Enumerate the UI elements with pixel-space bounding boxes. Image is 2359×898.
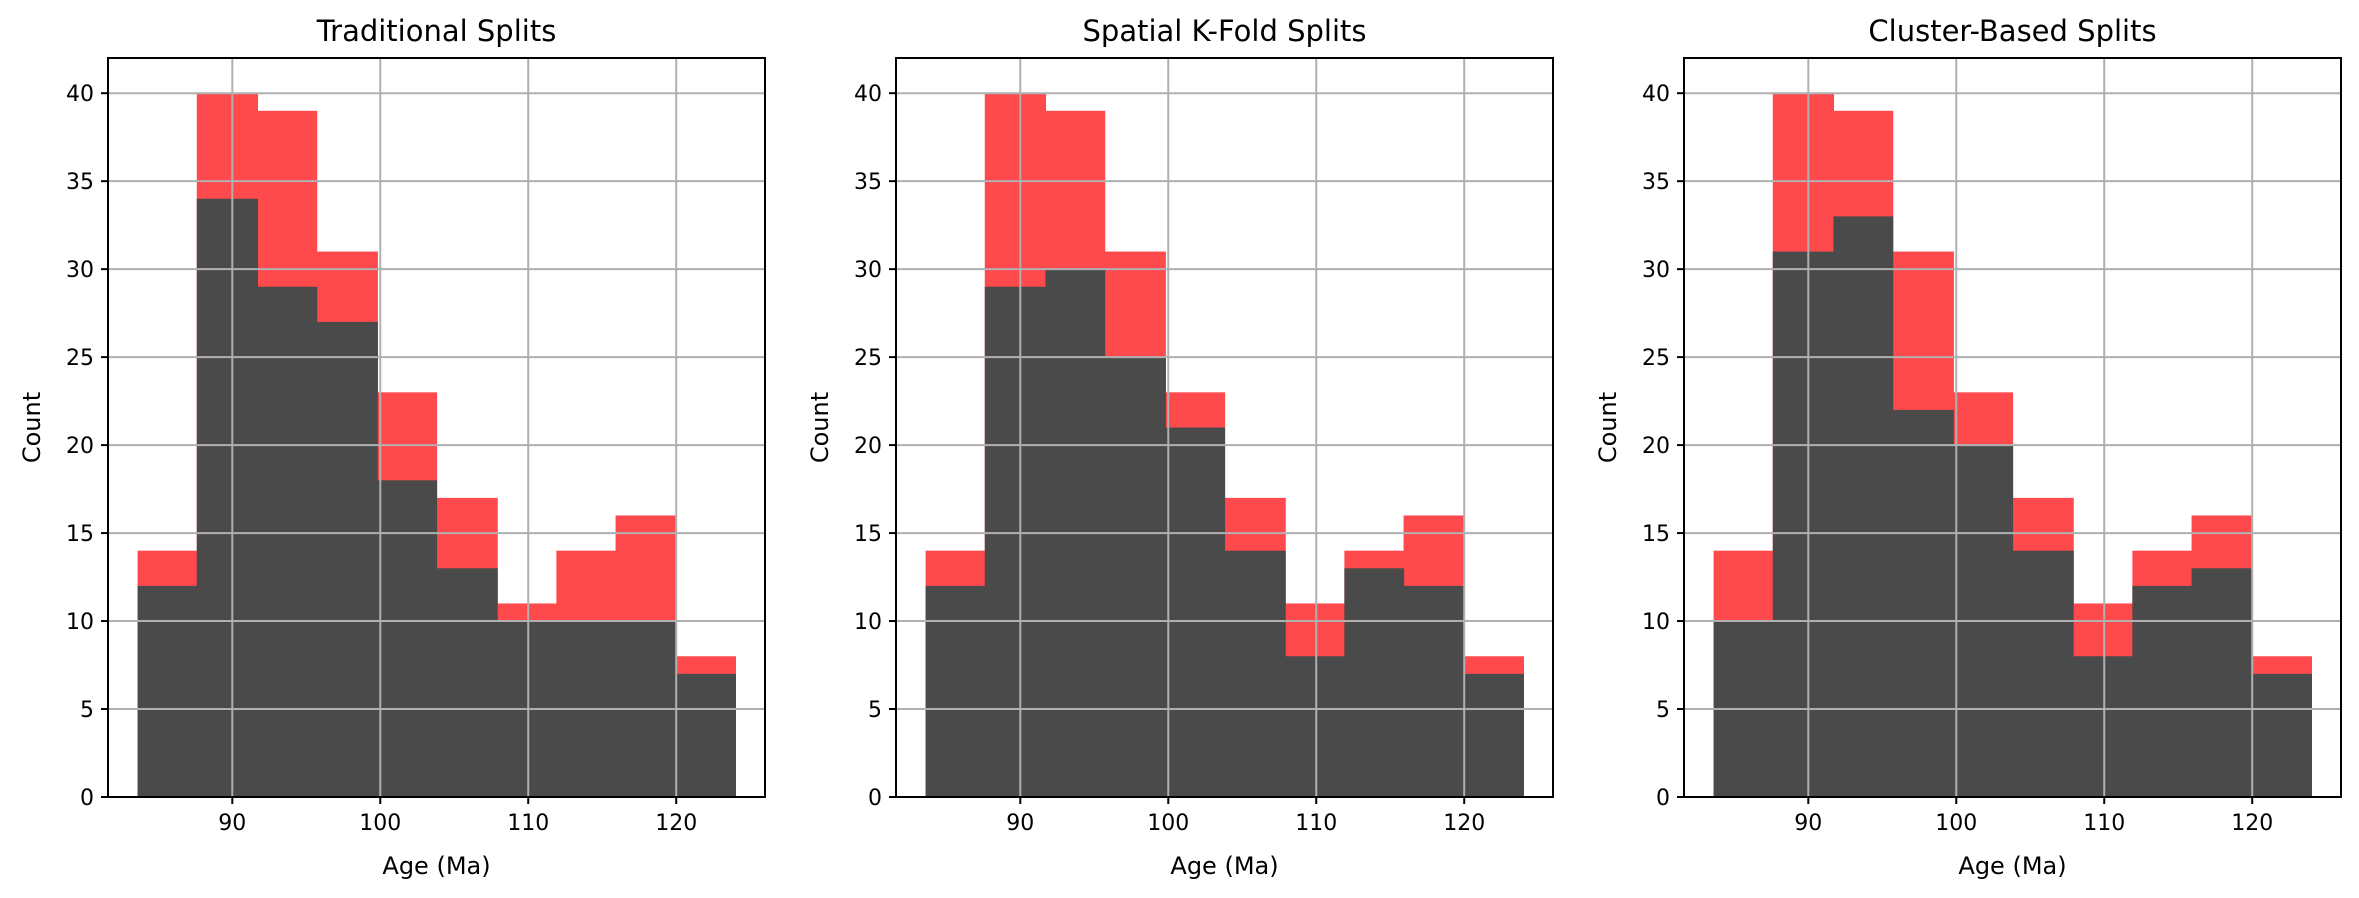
chart0-bar-subset-2 (257, 286, 318, 797)
chart1-xtick-label-0: 90 (1006, 811, 1034, 836)
chart1-bar-subset-5 (1224, 550, 1286, 797)
chart2-ytick-label-8: 40 (1642, 82, 1670, 107)
chart2-ytick-label-4: 20 (1642, 434, 1670, 459)
chart1-xtick-label-2: 110 (1295, 811, 1337, 836)
chart0-bar-subset-0 (137, 585, 198, 797)
chart0-bar-subset-4 (377, 480, 438, 797)
chart2-xtick-label-2: 110 (2083, 811, 2125, 836)
chart0-bar-subset-3 (316, 321, 378, 797)
chart2-xtick-label-1: 100 (1935, 811, 1977, 836)
chart1-bar-subset-3 (1104, 357, 1166, 797)
chart2-ytick-label-6: 30 (1642, 258, 1670, 283)
chart0-title: Traditional Splits (316, 14, 557, 48)
chart2-ytick-label-5: 25 (1642, 346, 1670, 371)
chart0-ytick-label-7: 35 (66, 170, 94, 195)
chart1-bar-subset-0 (925, 585, 986, 797)
chart1-title: Spatial K-Fold Splits (1083, 14, 1367, 48)
chart0-grid (108, 58, 765, 798)
chart2-bar-subset-3 (1892, 409, 1954, 797)
chart1-ytick-label-7: 35 (854, 170, 882, 195)
chart2-bar-subset-7 (2132, 585, 2193, 797)
chart2-bar-subset-8 (2191, 568, 2253, 797)
chart2-ylabel: Count (1594, 392, 1622, 463)
chart1-ytick-label-4: 20 (854, 434, 882, 459)
chart2-bar-subset-1 (1772, 251, 1835, 798)
chart0-bar-subset-9 (676, 673, 737, 797)
chart0-ytick-label-5: 25 (66, 346, 94, 371)
chart0-ytick-label-6: 30 (66, 258, 94, 283)
chart0-ytick-label-8: 40 (66, 82, 94, 107)
chart1-bar-subset-8 (1403, 585, 1465, 797)
chart0-xtick-label-2: 110 (507, 811, 549, 836)
chart2-title: Cluster-Based Splits (1868, 14, 2156, 48)
chart1-ytick-label-6: 30 (854, 258, 882, 283)
chart2-axes-frame (1683, 57, 2342, 798)
chart1-bar-subset-4 (1165, 427, 1226, 797)
chart0-ylabel: Count (18, 392, 46, 463)
chart1-xtick-label-1: 100 (1147, 811, 1189, 836)
chart1-bar-subset-7 (1344, 568, 1405, 797)
chart1-xtick-label-3: 120 (1443, 811, 1485, 836)
chart1-ylabel: Count (806, 392, 834, 463)
chart2-ytick-label-7: 35 (1642, 170, 1670, 195)
chart1-ytick-label-5: 25 (854, 346, 882, 371)
chart0-ytick-label-3: 15 (66, 522, 94, 547)
chart2-bar-subset-2 (1833, 216, 1894, 798)
chart1-axes-frame (895, 57, 1554, 798)
chart-panel-cluster-based: 90 100 110 120 0 5 10 15 20 25 30 35 40 Cluster-Based… (1594, 14, 2342, 880)
chart2-ytick-label-0: 0 (1656, 786, 1670, 811)
chart0-xtick-label-0: 90 (218, 811, 246, 836)
chart0-ytick-label-2: 10 (66, 610, 94, 635)
chart1-ytick-label-1: 5 (868, 698, 882, 723)
chart2-ytick-label-1: 5 (1656, 698, 1670, 723)
chart2-xtick-label-0: 90 (1794, 811, 1822, 836)
chart0-ytick-label-4: 20 (66, 434, 94, 459)
chart0-ytick-label-1: 5 (80, 698, 94, 723)
chart0-ytick-label-0: 0 (80, 786, 94, 811)
chart2-bar-subset-5 (2012, 550, 2074, 797)
chart2-xtick-label-3: 120 (2231, 811, 2273, 836)
chart0-xtick-label-3: 120 (655, 811, 697, 836)
chart0-xtick-label-1: 100 (359, 811, 401, 836)
chart-panel-spatial-kfold: 90 100 110 120 0 5 10 15 20 25 30 35 40 Spatial K-Fol… (806, 14, 1554, 880)
chart1-ytick-label-0: 0 (868, 786, 882, 811)
chart0-axes-frame (107, 57, 766, 798)
chart1-grid (896, 58, 1553, 798)
chart1-xlabel: Age (Ma) (1170, 852, 1278, 880)
chart1-bar-subset-9 (1464, 673, 1525, 797)
chart1-ytick-label-2: 10 (854, 610, 882, 635)
chart2-ytick-label-3: 15 (1642, 522, 1670, 547)
chart0-bar-subset-5 (436, 568, 498, 797)
chart2-bar-subset-6 (2073, 656, 2133, 797)
chart1-bar-subset-6 (1285, 656, 1345, 797)
chart-panel-traditional: 90 100 110 120 0 5 10 15 20 25 30 35 40 Traditional S… (18, 14, 766, 880)
chart0-xlabel: Age (Ma) (382, 852, 490, 880)
chart2-grid (1684, 58, 2341, 798)
chart1-ytick-label-8: 40 (854, 82, 882, 107)
chart2-ytick-label-2: 10 (1642, 610, 1670, 635)
chart1-ytick-label-3: 15 (854, 522, 882, 547)
chart0-bar-subset-1 (196, 198, 259, 797)
chart2-bar-subset-9 (2252, 673, 2313, 797)
chart1-bar-subset-1 (984, 286, 1047, 797)
chart2-xlabel: Age (Ma) (1958, 852, 2066, 880)
chart0-series-subset (137, 198, 737, 797)
